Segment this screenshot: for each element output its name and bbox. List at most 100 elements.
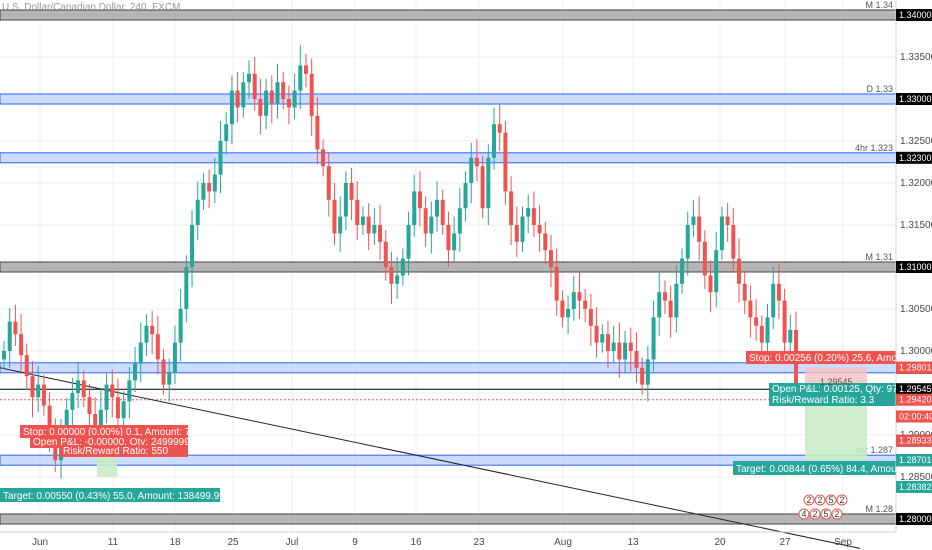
candle-body [366, 216, 371, 234]
price-tick-label: 1.32500 [900, 136, 932, 147]
candle-body [776, 283, 781, 301]
price-badge-label: 1.28701 [899, 455, 932, 465]
price-badge [896, 410, 932, 423]
candle-body [303, 65, 308, 74]
level-name: 4hr 1.287 [855, 445, 893, 455]
candle-body [332, 199, 337, 234]
right-pl-label-bg [769, 383, 896, 395]
right-target-label: Target: 0.00844 (0.65%) 84.4, Amount [736, 464, 905, 475]
candle-body [611, 342, 616, 351]
candle-body [281, 82, 286, 99]
candle-body [412, 191, 417, 225]
candle-body [668, 300, 673, 318]
event-marker-icon [831, 508, 843, 520]
level-axis-badge [896, 513, 932, 525]
candle-body [742, 283, 747, 301]
level-axis-badge [896, 151, 932, 164]
candle-body [651, 317, 656, 360]
candle-body [691, 216, 696, 225]
candle-body [115, 397, 120, 419]
price-tick-label: 1.32000 [900, 178, 932, 189]
time-tick-label: 9 [352, 537, 358, 548]
candle-body [759, 325, 764, 343]
left-target-label-bg [0, 488, 220, 502]
time-tick-label: 13 [627, 537, 639, 548]
candle-body [343, 183, 348, 217]
time-tick-label: 25 [227, 537, 239, 548]
level-name: D 1.33 [866, 84, 893, 94]
price-axis[interactable]: 1.34000 1.33500 1.33000 1.32500 1.32000 1.315… [895, 0, 932, 550]
candle-body [338, 216, 343, 234]
candle-body [531, 208, 536, 225]
candle-body [480, 166, 485, 209]
candle-body [748, 300, 753, 318]
candle-body [566, 309, 571, 318]
candle-body [708, 275, 713, 293]
level-name: M 1.34 [865, 0, 893, 10]
price-tick-label: 1.31500 [900, 220, 932, 231]
right-stop-label-bg [746, 351, 896, 364]
price-tick-label: 1.30500 [900, 304, 932, 315]
candle-body [765, 317, 770, 343]
time-tick-label: Jun [32, 537, 48, 548]
candle-body [241, 82, 246, 108]
candle-body [537, 225, 542, 234]
level-axis-label: 1.31000 [899, 262, 932, 272]
level-axis-label: 1.34000 [899, 10, 932, 20]
candle-body [235, 90, 240, 108]
candle-body [594, 325, 599, 343]
price-badge-label: 1.29545 [899, 384, 932, 394]
price-tick-label: 1.33500 [900, 52, 932, 63]
candle-body [360, 216, 365, 225]
candle-body [7, 321, 12, 351]
candle-body [76, 380, 81, 393]
candle-body [321, 149, 326, 167]
price-badge [896, 361, 932, 374]
candle-body [623, 342, 628, 360]
candle-body [440, 199, 445, 225]
time-tick-label: Sep [834, 537, 852, 548]
right-rr-label: Risk/Reward Ratio: 3.3 [772, 395, 875, 406]
time-tick-label: 23 [473, 537, 485, 548]
candle-body [702, 241, 707, 276]
candle-body [469, 157, 474, 183]
candle-body [645, 359, 650, 385]
candle-body [326, 166, 331, 200]
candle-body [605, 334, 610, 351]
candle-body [138, 342, 143, 364]
event-marker-icon [798, 508, 810, 520]
candle-body [577, 292, 582, 301]
candle-body [389, 267, 394, 284]
level-zone [0, 513, 897, 525]
event-marker-count: 2 [839, 495, 844, 505]
candle-body [788, 330, 793, 343]
time-tick-label: 16 [410, 537, 422, 548]
time-tick-label: Aug [554, 537, 572, 548]
event-marker-count: 2 [812, 509, 817, 519]
candle-body [754, 317, 759, 326]
candle-body [548, 250, 553, 267]
time-axis[interactable]: Jun 11 18 25 Jul 9 16 23 Aug 13 20 27 Sep [0, 531, 896, 548]
candle-body [252, 73, 257, 99]
candle-body [264, 90, 269, 116]
right-pl-label: Open P&L: 0.00125, Qty: 9769 [772, 384, 909, 395]
candle-body [19, 334, 24, 356]
candle-body [406, 225, 411, 259]
candle-body [64, 409, 69, 440]
price-tick-label: 1.30000 [900, 346, 932, 357]
candle-body [588, 309, 593, 326]
time-tick-label: 18 [169, 537, 181, 548]
event-marker-count: 2 [834, 509, 839, 519]
candle-body [298, 65, 303, 91]
candle-body [207, 183, 212, 192]
event-marker-icon [825, 494, 837, 506]
candle-body [258, 99, 263, 116]
level-axis-badge [896, 9, 932, 21]
price-badge [896, 383, 932, 396]
candle-body [486, 157, 491, 209]
candle-body [520, 216, 525, 242]
candle-body [161, 359, 166, 385]
candle-body [492, 124, 497, 158]
candle-body [423, 208, 428, 234]
